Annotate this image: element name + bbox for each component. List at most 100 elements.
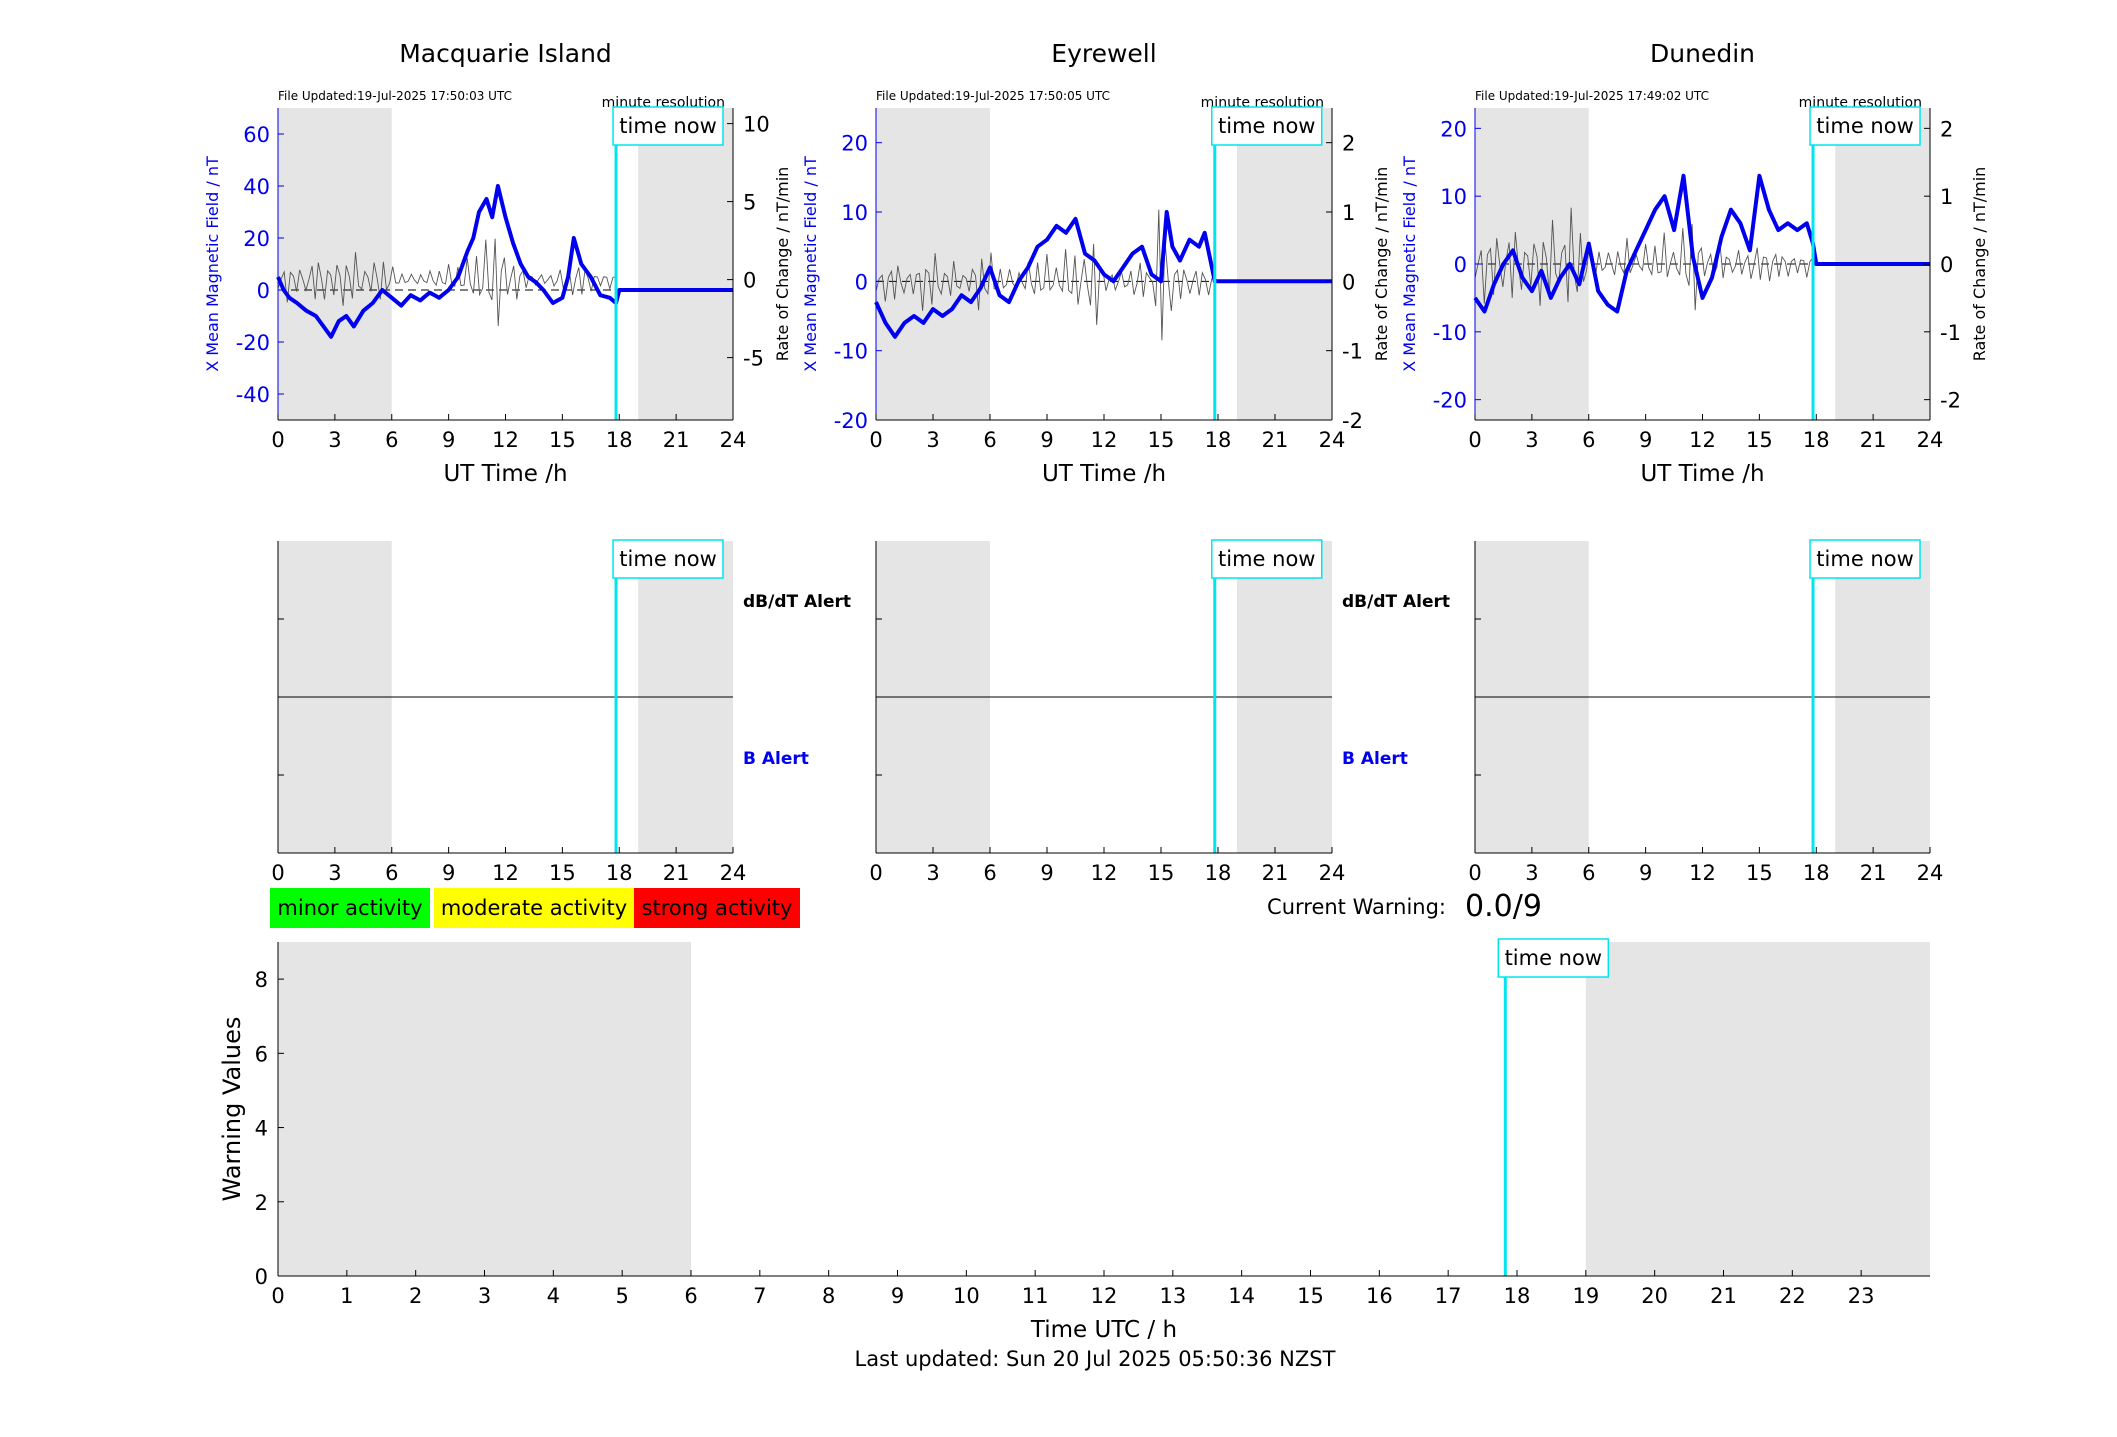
station-3-left-tick-label: -20 [1433, 389, 1467, 413]
warning-x-tick-label: 19 [1572, 1284, 1599, 1308]
station-2-x-tick-label: 21 [1262, 428, 1289, 452]
warning-x-tick-label: 12 [1091, 1284, 1118, 1308]
alert-2-b-alert-label: B Alert [1342, 749, 1408, 769]
station-1-chart: Macquarie Island File Updated:19-Jul-2025… [203, 39, 792, 487]
warning-x-tick-label: 16 [1366, 1284, 1393, 1308]
alert-3-time-now-box [1809, 539, 1921, 579]
station-3-rate-of-change-series [1474, 207, 1814, 311]
station-1-time-now-box [612, 106, 724, 146]
station-1-x-tick-label: 6 [385, 428, 398, 452]
station-2-rate-of-change-series [875, 209, 1216, 341]
warning-x-tick-label: 23 [1848, 1284, 1875, 1308]
warning-x-tick-label: 14 [1228, 1284, 1255, 1308]
station-3-left-tick-label: 0 [1454, 253, 1467, 277]
warning-x-tick-label: 2 [409, 1284, 422, 1308]
alert-2-time-now-box [1211, 539, 1323, 579]
station-3-x-tick-label: 6 [1582, 428, 1595, 452]
warning-x-tick-label: 21 [1710, 1284, 1737, 1308]
station-2-x-tick-label: 3 [926, 428, 939, 452]
station-1-rate-of-change-series [277, 238, 617, 327]
station-1-x-tick-label: 21 [663, 428, 690, 452]
alert-1-dbdt-alert-label: dB/dT Alert [743, 592, 851, 612]
alert-1-x-tick-label: 15 [549, 861, 576, 885]
station-1-x-axis-label: UT Time /h [443, 461, 567, 487]
warning-y-tick-label: 6 [255, 1042, 268, 1066]
warning-x-tick-label: 13 [1159, 1284, 1186, 1308]
alert-1-x-tick-label: 9 [442, 861, 455, 885]
alert-3-x-tick-label: 3 [1525, 861, 1538, 885]
station-1-x-tick-label: 12 [492, 428, 519, 452]
warning-x-tick-label: 11 [1022, 1284, 1049, 1308]
alert-1-time-now-label: time now [619, 547, 716, 571]
alert-3-x-tick-label: 9 [1639, 861, 1652, 885]
station-2-right-tick-label: -2 [1342, 409, 1363, 433]
warning-y-tick-label: 2 [255, 1191, 268, 1215]
station-2-x-tick-label: 12 [1091, 428, 1118, 452]
station-3-x-tick-label: 9 [1639, 428, 1652, 452]
station-2-left-tick-label: 20 [841, 132, 868, 156]
legend-strong-label: strong activity [642, 896, 793, 920]
warning-y-tick-label: 8 [255, 968, 268, 992]
station-3-file-updated: File Updated:19-Jul-2025 17:49:02 UTC [1475, 89, 1709, 103]
alert-3-x-tick-label: 21 [1860, 861, 1887, 885]
station-1-field-series [276, 184, 733, 339]
station-2-left-tick-label: 10 [841, 201, 868, 225]
warning-shade-night-early [278, 942, 691, 1276]
station-2-left-axis-label: X Mean Magnetic Field / nT [801, 156, 820, 372]
legend-minor-swatch [270, 888, 430, 928]
station-3-left-axis-label: X Mean Magnetic Field / nT [1400, 156, 1419, 372]
alert-2-x-tick-label: 21 [1262, 861, 1289, 885]
station-1-x-tick-label: 15 [549, 428, 576, 452]
alert-3-x-tick-label: 18 [1803, 861, 1830, 885]
station-3-right-tick-label: 1 [1940, 185, 1953, 209]
alert-2-time-now-label: time now [1218, 547, 1315, 571]
warning-x-tick-label: 22 [1779, 1284, 1806, 1308]
warning-x-tick-label: 1 [340, 1284, 353, 1308]
warning-x-tick-label: 20 [1641, 1284, 1668, 1308]
station-2-x-tick-label: 6 [983, 428, 996, 452]
alert-3-x-tick-label: 24 [1917, 861, 1944, 885]
station-3-time-now-label: time now [1816, 114, 1913, 138]
station-3-x-axis-label: UT Time /h [1640, 461, 1764, 487]
station-3-x-tick-label: 0 [1468, 428, 1481, 452]
station-2-right-tick-label: -1 [1342, 340, 1363, 364]
station-3-x-tick-label: 21 [1860, 428, 1887, 452]
station-3-left-tick-label: 20 [1440, 117, 1467, 141]
warning-x-tick-label: 15 [1297, 1284, 1324, 1308]
station-2-x-tick-label: 24 [1319, 428, 1346, 452]
alert-1-x-tick-label: 24 [720, 861, 747, 885]
station-1-x-tick-label: 9 [442, 428, 455, 452]
alert-3-x-tick-label: 15 [1746, 861, 1773, 885]
station-2-time-now-box [1211, 106, 1323, 146]
alert-2-x-tick-label: 0 [869, 861, 882, 885]
station-1-shade-night-early [278, 108, 392, 420]
station-2-shade-night-late [1237, 108, 1332, 420]
station-3-x-tick-label: 24 [1917, 428, 1944, 452]
alert-1-x-tick-label: 0 [271, 861, 284, 885]
warning-x-tick-label: 6 [684, 1284, 697, 1308]
station-2-right-axis-label: Rate of Change / nT/min [1372, 167, 1391, 362]
station-1-left-tick-label: -20 [236, 331, 270, 355]
warning-x-tick-label: 4 [547, 1284, 560, 1308]
alert-2-x-tick-label: 6 [983, 861, 996, 885]
station-1-title: Macquarie Island [399, 39, 612, 68]
warning-x-tick-label: 10 [953, 1284, 980, 1308]
warning-x-tick-label: 3 [478, 1284, 491, 1308]
warning-time-now-box [1497, 938, 1610, 978]
warning-x-tick-label: 17 [1435, 1284, 1462, 1308]
station-1-x-tick-label: 0 [271, 428, 284, 452]
alert-2-x-tick-label: 3 [926, 861, 939, 885]
station-3-x-tick-label: 15 [1746, 428, 1773, 452]
warning-y-tick-label: 0 [255, 1265, 268, 1289]
warning-x-tick-label: 5 [615, 1284, 628, 1308]
station-3-right-axis-label: Rate of Change / nT/min [1970, 167, 1989, 362]
station-2-right-tick-label: 2 [1342, 132, 1355, 156]
station-3-x-tick-label: 12 [1689, 428, 1716, 452]
station-2-right-tick-label: 1 [1342, 201, 1355, 225]
station-3-right-tick-label: -1 [1940, 321, 1961, 345]
current-warning-label: Current Warning: [1267, 895, 1446, 919]
station-1-right-tick-label: 0 [743, 269, 756, 293]
station-1-left-tick-label: 20 [243, 227, 270, 251]
station-1-right-tick-label: -5 [743, 347, 764, 371]
alert-3-x-tick-label: 12 [1689, 861, 1716, 885]
